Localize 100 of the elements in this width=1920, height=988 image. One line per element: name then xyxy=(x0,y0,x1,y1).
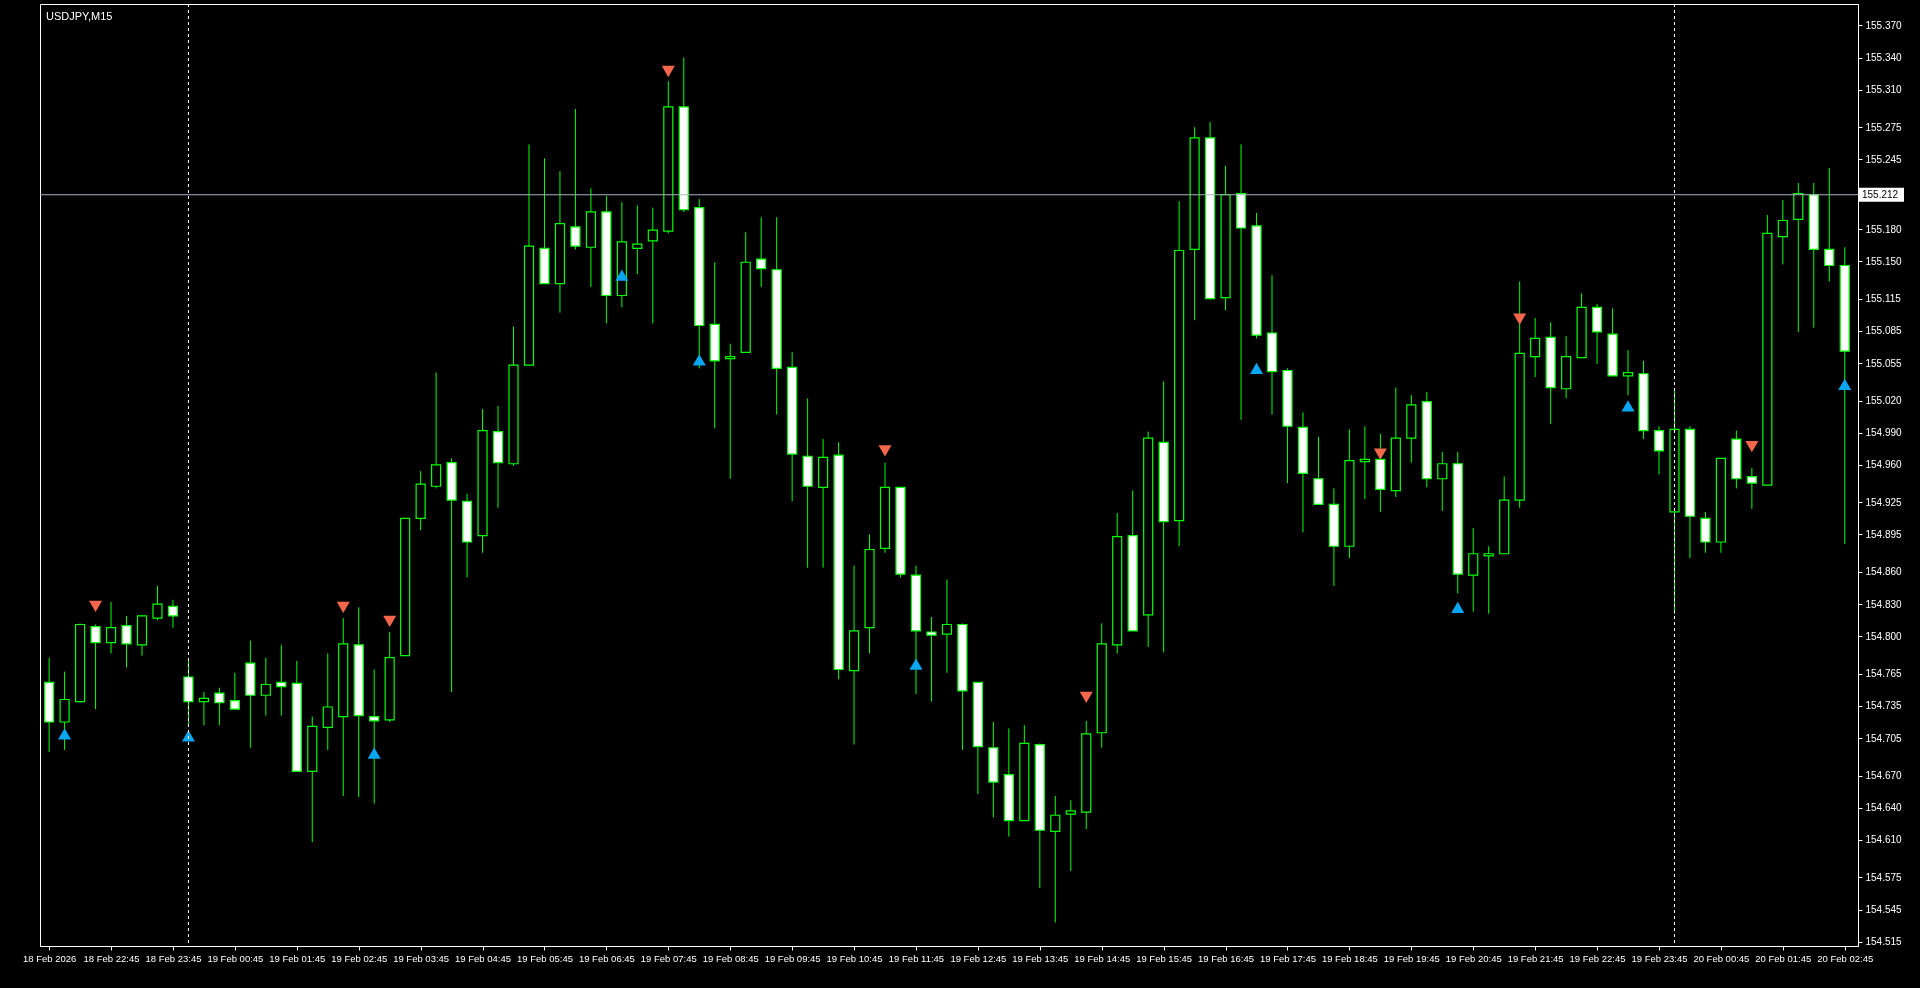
x-tick-label: 20 Feb 00:45 xyxy=(1693,952,1750,964)
point xyxy=(58,728,72,740)
x-tick-label: 20 Feb 02:45 xyxy=(1817,952,1874,964)
candlestick xyxy=(1777,199,1788,265)
text: USDJPY,M15 xyxy=(46,9,113,22)
y-tick-label: 155.340 xyxy=(1865,52,1903,64)
candlestick xyxy=(1653,425,1665,475)
x-tick-label: 19 Feb 18:45 xyxy=(1321,952,1378,964)
candlestick xyxy=(725,343,736,480)
y-tick-label: 155.370 xyxy=(1865,19,1903,31)
y-tick-label: 154.575 xyxy=(1865,871,1903,883)
x-tick-label: 19 Feb 12:45 xyxy=(950,952,1007,964)
y-tick-label: 155.055 xyxy=(1865,357,1903,369)
candlestick xyxy=(167,599,179,629)
y-tick-label: 155.310 xyxy=(1865,84,1903,96)
candlestick xyxy=(1700,511,1711,554)
candlestick xyxy=(105,601,117,654)
y-tick-label: 155.245 xyxy=(1865,153,1903,165)
point xyxy=(1621,400,1635,412)
y-tick-label: 154.830 xyxy=(1865,598,1903,610)
x-tick-label: 19 Feb 08:45 xyxy=(702,952,759,964)
candlestick xyxy=(1468,527,1479,613)
x-tick-label: 19 Feb 03:45 xyxy=(393,952,450,964)
x-tick-label: 19 Feb 14:45 xyxy=(1074,952,1131,964)
candlestick xyxy=(1065,799,1076,872)
point xyxy=(1513,313,1527,325)
candlestick xyxy=(1824,167,1835,283)
candlestick xyxy=(632,204,643,275)
x-tick-label: 18 Feb 22:45 xyxy=(83,952,140,964)
candlestick xyxy=(198,691,210,726)
candlestick xyxy=(214,687,225,726)
point xyxy=(336,601,350,613)
x-tick-label: 19 Feb 15:45 xyxy=(1136,952,1193,964)
x-tick-label: 19 Feb 19:45 xyxy=(1383,952,1440,964)
x-tick-label: 19 Feb 01:45 xyxy=(269,952,326,964)
x-tick-label: 19 Feb 22:45 xyxy=(1569,952,1626,964)
y-tick-label: 154.895 xyxy=(1865,528,1903,540)
y-tick-label: 154.925 xyxy=(1865,496,1903,508)
candlestick xyxy=(647,207,658,324)
x-tick-label: 20 Feb 01:45 xyxy=(1755,952,1812,964)
point xyxy=(89,600,103,612)
x-tick-label: 19 Feb 10:45 xyxy=(826,952,883,964)
candlestick xyxy=(322,652,333,751)
x-tick-label: 18 Feb 2026 xyxy=(22,952,77,964)
x-tick-label: 19 Feb 23:45 xyxy=(1631,952,1688,964)
candlestick xyxy=(431,372,442,489)
point xyxy=(1250,362,1264,375)
y-tick-label: 155.150 xyxy=(1865,255,1903,267)
candlestick xyxy=(1437,451,1448,512)
y-tick-label: 155.020 xyxy=(1865,395,1903,407)
x-tick-label: 19 Feb 20:45 xyxy=(1445,952,1502,964)
x-tick-label: 19 Feb 16:45 xyxy=(1198,952,1255,964)
candlestick xyxy=(276,644,287,717)
x-tick-label: 19 Feb 00:45 xyxy=(207,952,264,964)
point xyxy=(1079,691,1093,704)
y-tick-label: 154.610 xyxy=(1865,834,1903,846)
x-tick-label: 19 Feb 13:45 xyxy=(1012,952,1069,964)
candlestick xyxy=(1530,317,1541,378)
candlestick xyxy=(941,578,953,674)
candlestick xyxy=(756,216,767,288)
y-tick-label: 154.765 xyxy=(1865,668,1903,680)
candlestick xyxy=(90,624,101,710)
point xyxy=(181,730,195,742)
candlestick xyxy=(152,585,163,621)
candlestick xyxy=(1483,545,1494,615)
y-tick-label: 154.640 xyxy=(1865,802,1903,814)
candlestick xyxy=(1746,467,1757,510)
candlestick xyxy=(570,108,581,250)
x-tick-label: 19 Feb 07:45 xyxy=(640,952,697,964)
y-tick-label: 154.670 xyxy=(1865,770,1903,782)
point xyxy=(1373,448,1387,460)
point xyxy=(1451,601,1465,613)
point xyxy=(1745,440,1759,453)
ref-line-label: 155.212 xyxy=(1862,188,1899,200)
candlestick xyxy=(1359,425,1370,500)
candlestick xyxy=(260,657,271,717)
y-tick-label: 154.800 xyxy=(1865,630,1903,642)
point xyxy=(878,445,892,457)
x-tick-label: 19 Feb 17:45 xyxy=(1259,952,1316,964)
candlestick xyxy=(926,616,937,703)
x-tick-label: 19 Feb 09:45 xyxy=(764,952,821,964)
y-tick-label: 154.515 xyxy=(1865,936,1903,948)
y-tick-label: 154.860 xyxy=(1865,566,1903,578)
y-tick-label: 154.545 xyxy=(1865,904,1903,916)
y-tick-label: 154.735 xyxy=(1865,700,1903,712)
x-tick-label: 19 Feb 05:45 xyxy=(516,952,573,964)
candlestick xyxy=(1050,795,1061,923)
candlestick xyxy=(369,669,380,804)
x-tick-label: 19 Feb 06:45 xyxy=(578,952,635,964)
x-tick-label: 18 Feb 23:45 xyxy=(145,952,202,964)
y-tick-label: 154.990 xyxy=(1865,427,1903,439)
y-tick-label: 154.705 xyxy=(1865,732,1903,744)
y-tick-label: 155.085 xyxy=(1865,325,1903,337)
x-tick-label: 19 Feb 11:45 xyxy=(888,952,945,964)
point xyxy=(383,615,397,627)
point xyxy=(661,65,675,78)
point xyxy=(615,269,629,281)
y-tick-label: 155.180 xyxy=(1865,223,1903,235)
point xyxy=(909,658,923,670)
candlestick xyxy=(229,672,240,710)
